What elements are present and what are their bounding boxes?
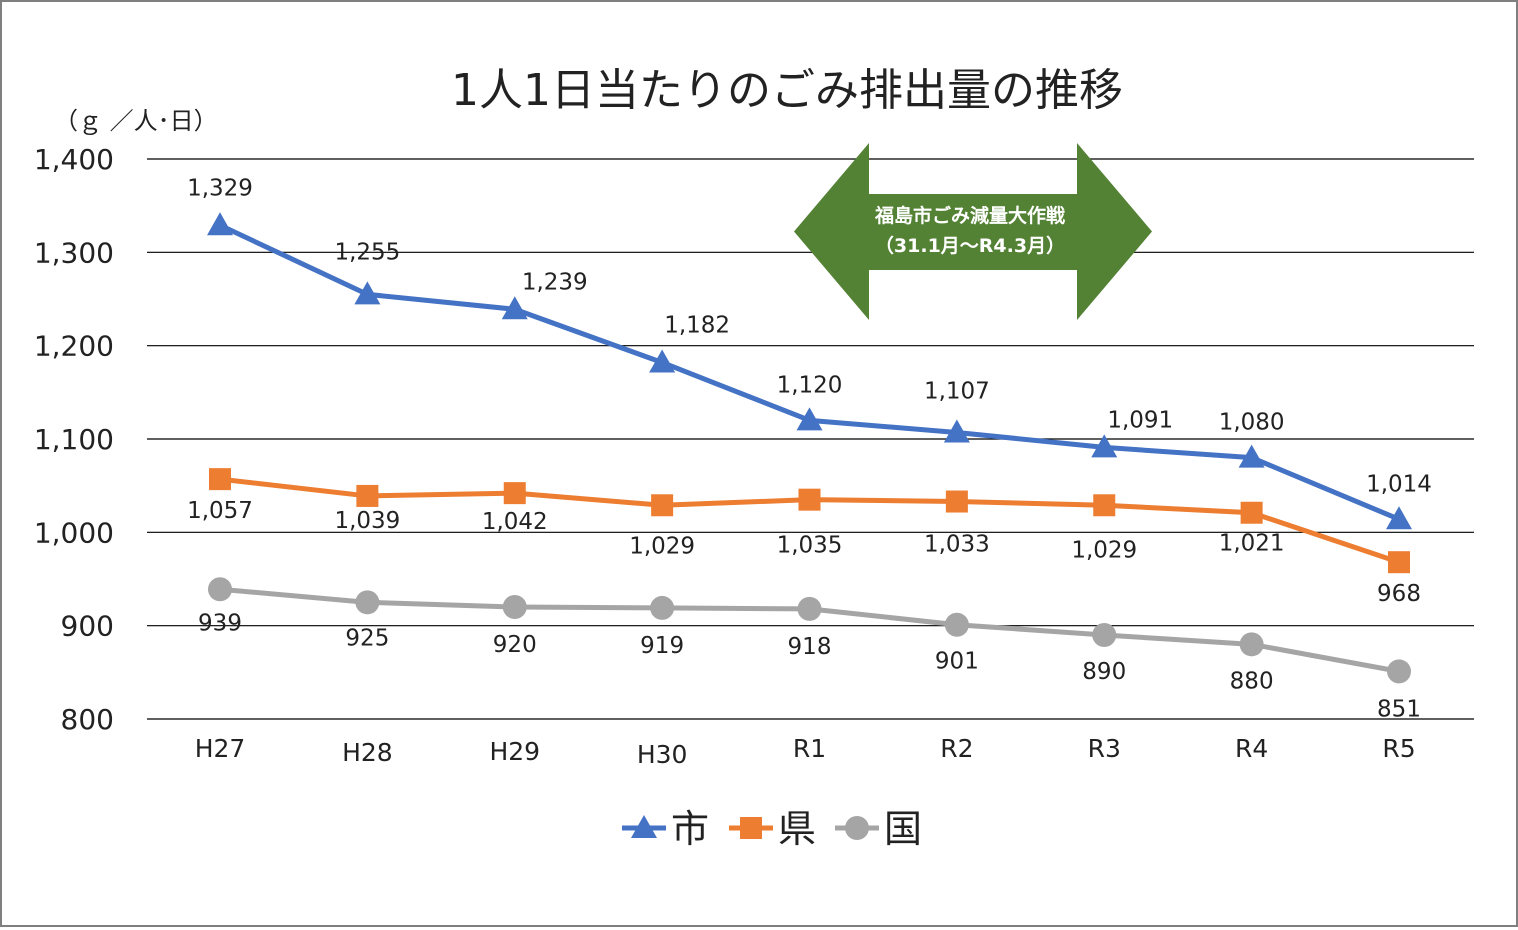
y-unit-label: （ｇ ／人･日） bbox=[54, 107, 218, 135]
y-axis-ticks: 800 900 1,000 1,100 1,200 1,300 1,400 bbox=[34, 143, 114, 736]
y-tick-label: 800 bbox=[61, 703, 114, 736]
legend-label: 市 bbox=[671, 807, 709, 851]
data-label: 1,014 bbox=[1366, 471, 1432, 497]
data-point bbox=[1240, 501, 1263, 524]
data-label: 901 bbox=[935, 649, 979, 675]
double-arrow-shape bbox=[794, 143, 1152, 320]
data-point bbox=[798, 488, 821, 511]
data-label: 1,021 bbox=[1219, 531, 1285, 557]
campaign-banner: 福島市ごみ減量大作戦 （31.1月～R4.3月） bbox=[794, 143, 1152, 320]
legend-marker bbox=[631, 815, 657, 838]
data-label: 1,039 bbox=[334, 508, 400, 534]
data-point bbox=[1239, 632, 1264, 657]
data-point bbox=[1093, 494, 1116, 517]
data-label: 1,239 bbox=[522, 269, 588, 295]
x-tick-label: R4 bbox=[1235, 734, 1268, 763]
data-label: 1,033 bbox=[924, 532, 990, 558]
gridlines bbox=[147, 158, 1474, 720]
legend-item: 市 bbox=[622, 807, 709, 851]
x-tick-label: R3 bbox=[1088, 734, 1121, 763]
data-label: 1,080 bbox=[1219, 410, 1285, 436]
legend-label: 県 bbox=[778, 807, 816, 851]
data-point bbox=[944, 612, 969, 637]
series-circle bbox=[208, 577, 1411, 684]
chart-title: 1人1日当たりのごみ排出量の推移 bbox=[451, 65, 1123, 116]
data-label: 918 bbox=[788, 634, 832, 660]
data-label: 1,182 bbox=[664, 312, 730, 338]
x-tick-label: H29 bbox=[489, 737, 540, 766]
data-label: 968 bbox=[1377, 581, 1421, 607]
series-square bbox=[209, 468, 1410, 574]
data-label: 939 bbox=[198, 610, 242, 636]
data-point bbox=[354, 281, 381, 305]
data-point bbox=[797, 596, 822, 621]
banner-text-line1: 福島市ごみ減量大作戦 bbox=[874, 204, 1065, 227]
data-label: 1,120 bbox=[777, 372, 843, 398]
data-point bbox=[207, 212, 233, 236]
data-label: 1,035 bbox=[777, 533, 843, 559]
legend-item: 国 bbox=[835, 807, 922, 851]
data-point bbox=[1091, 434, 1118, 458]
x-tick-label: R1 bbox=[793, 734, 826, 763]
data-label: 1,057 bbox=[187, 498, 253, 524]
data-point bbox=[1092, 623, 1117, 647]
data-point bbox=[651, 494, 674, 517]
data-label: 890 bbox=[1082, 659, 1126, 685]
data-point bbox=[796, 407, 823, 431]
data-label: 1,091 bbox=[1107, 407, 1173, 433]
data-point bbox=[502, 595, 527, 619]
data-label: 851 bbox=[1377, 696, 1421, 722]
y-tick-label: 1,100 bbox=[34, 423, 114, 456]
data-labels: 1,329 1,255 1,239 1,182 1,120 1,107 1,091 1,080… bbox=[187, 175, 1432, 722]
x-tick-label: H28 bbox=[342, 738, 393, 767]
data-point bbox=[1238, 444, 1265, 468]
legend-item: 県 bbox=[729, 807, 816, 851]
data-label: 1,029 bbox=[1071, 537, 1137, 563]
data-label: 925 bbox=[345, 625, 389, 651]
data-point bbox=[1386, 506, 1412, 530]
data-label: 1,042 bbox=[482, 509, 548, 535]
data-point bbox=[1387, 659, 1411, 684]
data-point bbox=[1388, 551, 1410, 574]
series-layer bbox=[207, 212, 1412, 684]
data-label: 1,029 bbox=[629, 533, 695, 559]
x-tick-label: H27 bbox=[195, 734, 246, 763]
y-tick-label: 1,000 bbox=[34, 516, 114, 549]
data-label: 920 bbox=[493, 632, 537, 658]
data-point bbox=[356, 484, 379, 507]
banner-text-line2: （31.1月～R4.3月） bbox=[875, 234, 1065, 257]
data-point bbox=[209, 468, 231, 491]
x-axis-ticks: H27 H28 H29 H30 R1 R2 R3 R4 R5 bbox=[195, 734, 1416, 769]
data-point bbox=[501, 296, 528, 320]
data-point bbox=[943, 419, 970, 443]
legend-marker bbox=[740, 817, 762, 839]
y-tick-label: 1,300 bbox=[34, 236, 114, 269]
data-label: 1,329 bbox=[187, 175, 253, 201]
data-label: 880 bbox=[1230, 668, 1274, 694]
data-point bbox=[649, 349, 676, 373]
y-tick-label: 900 bbox=[61, 610, 114, 643]
x-tick-label: R5 bbox=[1382, 734, 1415, 763]
data-point bbox=[208, 577, 232, 602]
data-point bbox=[503, 482, 526, 505]
data-point bbox=[945, 490, 968, 513]
data-label: 919 bbox=[640, 633, 684, 659]
legend-marker bbox=[845, 816, 869, 840]
series-triangle bbox=[207, 212, 1412, 530]
y-tick-label: 1,200 bbox=[34, 330, 114, 363]
x-tick-label: H30 bbox=[637, 740, 688, 769]
x-tick-label: R2 bbox=[940, 734, 973, 763]
data-label: 1,255 bbox=[334, 239, 400, 265]
data-point bbox=[355, 590, 380, 615]
data-label: 1,107 bbox=[924, 378, 990, 404]
data-point bbox=[650, 595, 675, 620]
y-tick-label: 1,400 bbox=[34, 143, 114, 176]
legend: 市県国 bbox=[622, 807, 922, 851]
legend-label: 国 bbox=[884, 807, 922, 851]
